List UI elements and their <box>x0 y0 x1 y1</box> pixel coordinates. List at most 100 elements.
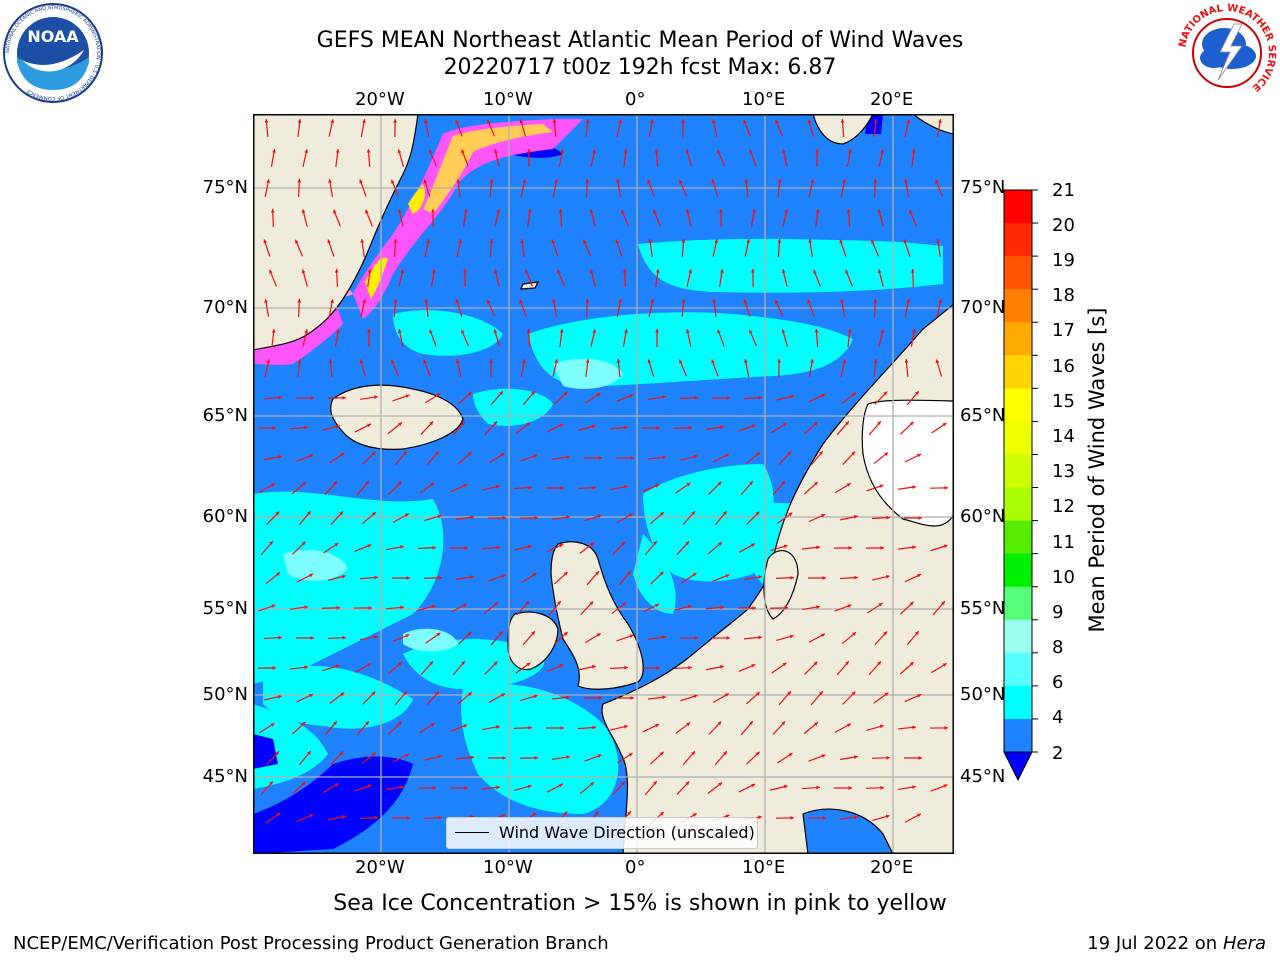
wave-direction-arrow <box>642 603 660 613</box>
wave-direction-arrow <box>516 600 530 616</box>
wave-direction-arrow <box>648 299 655 317</box>
wave-direction-arrow <box>263 635 283 640</box>
wave-direction-arrow <box>488 574 506 582</box>
wave-direction-arrow <box>644 540 658 556</box>
wave-direction-arrow <box>388 721 402 735</box>
wave-direction-arrow <box>552 118 557 138</box>
colorbar-tick: 12 <box>1052 496 1075 517</box>
wave-direction-arrow <box>772 720 786 736</box>
wave-direction-arrow <box>553 571 569 585</box>
wave-direction-arrow <box>871 515 891 520</box>
wave-direction-arrow <box>481 785 501 790</box>
wave-direction-arrow <box>686 269 693 287</box>
period-4-6s-areas <box>253 238 943 814</box>
wave-direction-arrow <box>930 662 948 674</box>
wave-direction-arrow <box>840 299 846 317</box>
wave-direction-arrow <box>777 238 782 258</box>
colorbar-tick: 14 <box>1052 426 1075 447</box>
wave-direction-arrow <box>452 660 466 676</box>
wave-direction-arrow <box>675 482 691 494</box>
wave-direction-arrow <box>393 298 398 318</box>
wave-direction-arrow <box>685 209 692 227</box>
wave-direction-arrow <box>548 600 562 616</box>
wave-direction-arrow <box>782 149 788 167</box>
wave-direction-arrow <box>845 269 853 287</box>
wave-direction-arrow <box>367 269 372 287</box>
wave-direction-arrow <box>750 268 755 288</box>
wave-direction-arrow <box>546 423 564 433</box>
wave-direction-arrow <box>681 118 685 138</box>
wave-direction-arrow <box>842 691 856 705</box>
wave-direction-arrow <box>269 269 277 287</box>
wave-direction-arrow <box>655 328 659 348</box>
wave-direction-arrow <box>458 631 472 645</box>
colorbar-segment <box>1004 520 1032 555</box>
wave-direction-arrow <box>840 359 847 377</box>
lon-label-bottom-0: 0° <box>625 857 646 878</box>
wave-direction-arrow <box>490 390 504 406</box>
wave-direction-arrow <box>615 695 635 700</box>
wave-direction-arrow <box>386 545 404 551</box>
wave-direction-arrow <box>264 179 270 197</box>
wave-direction-arrow <box>807 299 815 317</box>
wave-direction-arrow <box>936 119 942 137</box>
wave-direction-arrow <box>394 690 408 706</box>
wave-direction-arrow <box>616 358 621 378</box>
wave-direction-arrow <box>904 179 910 197</box>
wave-direction-arrow <box>392 634 410 642</box>
wave-direction-arrow <box>322 664 340 672</box>
wave-direction-arrow <box>360 395 378 400</box>
wave-direction-arrow <box>810 450 824 466</box>
wave-direction-arrow <box>321 605 341 610</box>
wind-wave-arrows <box>257 118 949 826</box>
wave-direction-arrow <box>748 329 758 347</box>
wave-direction-arrow <box>623 148 628 168</box>
wave-direction-arrow <box>616 299 622 317</box>
footer-date-text: 19 Jul 2022 on <box>1087 933 1223 954</box>
wave-direction-arrow <box>579 542 595 554</box>
wave-direction-arrow <box>904 693 922 703</box>
wave-direction-arrow <box>301 269 308 287</box>
wave-direction-arrow <box>771 422 787 434</box>
wave-direction-arrow <box>609 425 629 430</box>
wave-direction-arrow <box>777 178 782 198</box>
wave-direction-arrow <box>583 696 603 700</box>
wave-direction-arrow <box>578 424 596 431</box>
wave-direction-arrow <box>585 118 590 138</box>
wave-direction-arrow <box>680 454 698 461</box>
colorbar-tick: 15 <box>1052 391 1075 412</box>
wave-direction-arrow <box>452 420 466 436</box>
wave-direction-arrow <box>486 299 496 317</box>
wave-direction-arrow <box>291 721 307 735</box>
wave-direction-arrow <box>778 690 792 706</box>
wave-direction-arrow <box>330 751 344 765</box>
wave-direction-arrow <box>802 605 820 611</box>
wave-direction-arrow <box>712 574 730 582</box>
wave-direction-arrow <box>750 209 756 227</box>
wave-direction-arrow <box>258 483 276 493</box>
wave-direction-arrow <box>898 485 916 490</box>
wave-direction-arrow <box>390 179 400 197</box>
wave-direction-arrow <box>520 694 538 702</box>
wave-direction-arrow <box>842 451 856 465</box>
wave-direction-arrow <box>712 298 717 318</box>
wave-direction-arrow <box>865 545 885 550</box>
wave-direction-arrow <box>585 298 590 318</box>
wave-direction-arrow <box>361 751 377 765</box>
lat-label-right-45n: 45°N <box>960 766 1006 787</box>
wave-direction-arrow <box>397 209 404 227</box>
wave-direction-arrow <box>270 208 275 228</box>
wave-direction-arrow <box>333 209 341 227</box>
wave-direction-arrow <box>294 239 304 257</box>
wave-direction-arrow <box>740 720 754 736</box>
noaa-logo: NOAA NATIONAL OCEANIC AND ATMOSPHERIC AD… <box>2 2 104 104</box>
wave-direction-arrow <box>743 119 751 137</box>
wave-direction-arrow <box>808 239 813 257</box>
wave-direction-arrow <box>334 329 340 347</box>
wave-direction-arrow <box>674 604 692 611</box>
wave-direction-arrow <box>525 269 533 287</box>
colorbar-tick: 17 <box>1052 320 1075 341</box>
wave-direction-arrow <box>455 755 475 760</box>
wave-direction-arrow <box>932 600 946 616</box>
wave-direction-arrow <box>296 573 314 583</box>
